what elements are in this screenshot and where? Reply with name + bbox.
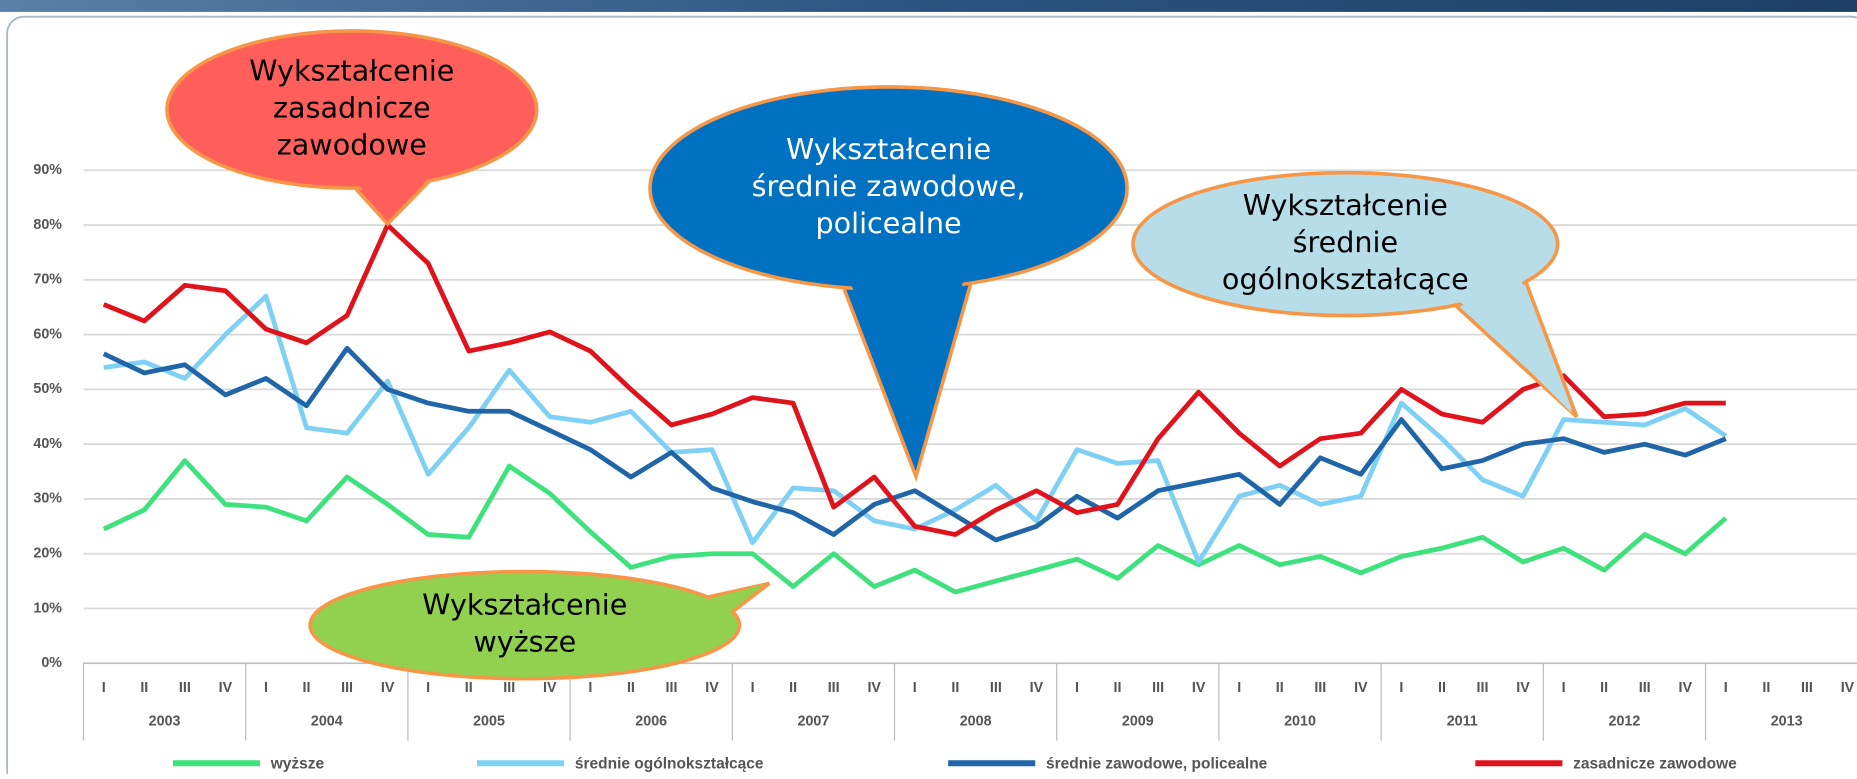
y-tick-label: 20%	[33, 545, 62, 561]
x-tick-label: IV	[1841, 680, 1855, 696]
x-tick-label: IV	[543, 680, 557, 696]
y-tick-label: 40%	[33, 436, 62, 452]
x-tick-label: III	[666, 680, 678, 696]
callout-tail-fill	[352, 164, 441, 222]
x-tick-label: III	[828, 680, 840, 696]
callout-text: Wykształcenie	[249, 54, 454, 88]
callout-tail-fill	[1451, 264, 1573, 414]
x-tick-label: I	[1562, 680, 1566, 696]
x-tick-label: I	[751, 680, 755, 696]
y-tick-label: 0%	[41, 655, 62, 671]
x-tick-label: I	[102, 680, 106, 696]
callout-bubble	[308, 569, 742, 681]
year-label: 2006	[635, 713, 667, 729]
x-tick-label: III	[1801, 680, 1813, 696]
y-tick-label: 50%	[33, 381, 62, 397]
callout-text: Wykształcenie	[422, 588, 627, 622]
x-tick-label: IV	[1354, 680, 1368, 696]
x-tick-label: III	[1477, 680, 1489, 696]
x-tick-label: I	[1724, 680, 1728, 696]
y-tick-label: 10%	[33, 600, 62, 616]
x-tick-label: II	[465, 680, 473, 696]
callout-text: Wykształcenie	[786, 132, 991, 166]
legend-label: zasadnicze zawodowe	[1573, 756, 1737, 773]
x-tick-label: III	[1152, 680, 1164, 696]
callout-bubble	[1131, 170, 1560, 318]
x-tick-label: IV	[867, 680, 881, 696]
x-tick-label: II	[1276, 680, 1284, 696]
year-label: 2005	[473, 713, 505, 729]
x-tick-label: II	[1762, 680, 1770, 696]
callout-text: zasadnicze	[273, 91, 431, 125]
legend: wyższe średnie ogólnokształcące średnie za…	[172, 756, 1737, 773]
x-tick-label: I	[426, 680, 430, 696]
y-tick-label: 30%	[33, 491, 62, 507]
x-tick-label: II	[951, 680, 959, 696]
x-tick-label: III	[179, 680, 191, 696]
y-tick-label: 70%	[33, 272, 62, 288]
x-tick-label: I	[1237, 680, 1241, 696]
year-label: 2004	[311, 713, 343, 729]
x-tick-label: I	[264, 680, 268, 696]
x-tick-label: I	[913, 680, 917, 696]
x-tick-label: IV	[219, 680, 233, 696]
x-tick-label: I	[1075, 680, 1079, 696]
x-tick-label: IV	[1516, 680, 1530, 696]
callout-text: Wykształcenie	[1243, 188, 1448, 222]
callout-text: wyższe	[473, 625, 576, 659]
callout-tail-fill	[687, 584, 765, 632]
x-tick-label: I	[588, 680, 592, 696]
legend-label: średnie ogólnokształcące	[575, 756, 764, 773]
callout-text: zawodowe	[277, 127, 427, 161]
y-tick-label: 80%	[33, 217, 62, 233]
x-tick-label: III	[990, 680, 1002, 696]
x-tick-label: III	[1639, 680, 1651, 696]
callout-text: średnie	[1293, 225, 1399, 259]
year-label: 2003	[149, 713, 181, 729]
y-tick-label: 90%	[33, 162, 62, 178]
x-tick-label: IV	[1030, 680, 1044, 696]
x-tick-label: IV	[381, 680, 395, 696]
x-tick-label: III	[341, 680, 353, 696]
year-label: 2013	[1771, 713, 1803, 729]
x-tick-label: II	[1438, 680, 1446, 696]
year-label: 2012	[1609, 713, 1641, 729]
callout-text: średnie zawodowe,	[752, 169, 1026, 203]
x-tick-label: II	[303, 680, 311, 696]
year-label: 2009	[1122, 713, 1154, 729]
year-label: 2010	[1284, 713, 1316, 729]
x-tick-label: II	[140, 680, 148, 696]
callout-bubble	[165, 29, 539, 190]
legend-label: średnie zawodowe, policealne	[1046, 756, 1268, 773]
x-tick-label: II	[1600, 680, 1608, 696]
callout-text: ogólnokształcące	[1222, 262, 1469, 296]
callout-tail-fill	[847, 267, 967, 471]
x-tick-label: I	[1399, 680, 1403, 696]
x-tick-label: IV	[1678, 680, 1692, 696]
x-tick-label: II	[627, 680, 635, 696]
series-line	[102, 345, 1727, 543]
year-label: 2008	[960, 713, 992, 729]
x-tick-label: II	[1114, 680, 1122, 696]
x-tick-label: II	[789, 680, 797, 696]
y-tick-label: 60%	[33, 326, 62, 342]
year-label: 2007	[797, 713, 829, 729]
year-label: 2011	[1447, 713, 1478, 729]
x-tick-label: IV	[1192, 680, 1206, 696]
series-line	[102, 222, 1726, 537]
legend-label: wyższe	[270, 756, 325, 773]
callout-text: policealne	[815, 206, 961, 240]
x-tick-label: IV	[705, 680, 719, 696]
x-tick-label: III	[1314, 680, 1326, 696]
series-line	[103, 293, 1728, 565]
top-bar	[0, 0, 1857, 12]
series-line	[102, 458, 1728, 595]
x-tick-label: III	[503, 680, 515, 696]
